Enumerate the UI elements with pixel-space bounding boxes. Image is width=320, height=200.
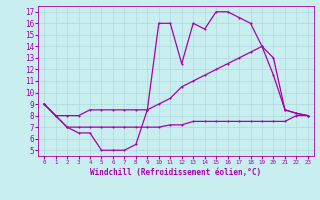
X-axis label: Windchill (Refroidissement éolien,°C): Windchill (Refroidissement éolien,°C) <box>91 168 261 177</box>
